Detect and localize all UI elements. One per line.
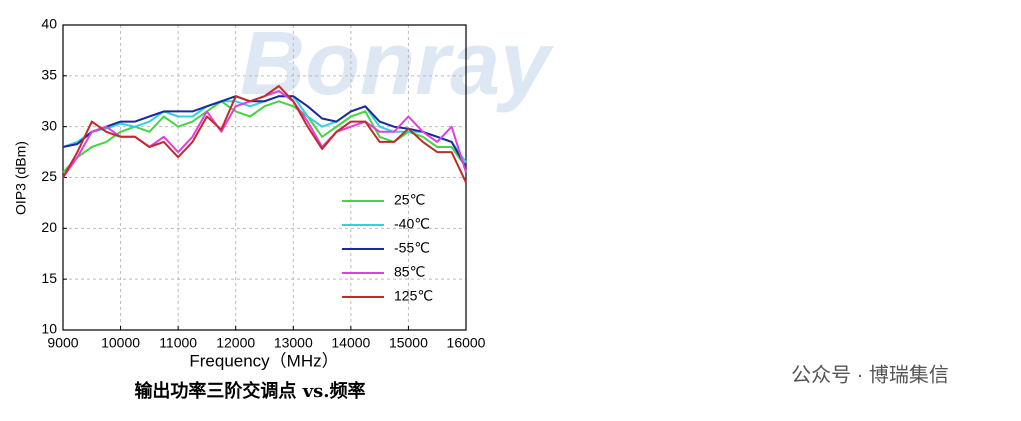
- x-tick-label: 14000: [331, 335, 370, 351]
- y-tick-label: 30: [41, 117, 57, 133]
- x-tick-label: 9000: [47, 335, 78, 351]
- x-tick-label: 13000: [274, 335, 313, 351]
- legend-label: -40℃: [394, 216, 430, 232]
- y-tick-label: 25: [41, 168, 57, 184]
- watermark: 公众号 · 博瑞集信: [791, 363, 949, 386]
- y-tick-label: 40: [41, 16, 57, 32]
- x-tick-label: 15000: [389, 335, 428, 351]
- y-tick-label: 15: [41, 270, 57, 286]
- legend-label: 25℃: [394, 192, 425, 208]
- y-tick-label: 10: [41, 321, 57, 337]
- series-line: [62, 85, 467, 184]
- x-tick-label: 10000: [101, 335, 140, 351]
- y-tick-label: 35: [41, 67, 57, 83]
- legend-label: 85℃: [394, 264, 425, 280]
- legend-label: 125℃: [394, 288, 433, 304]
- logo-watermark: Bonray: [240, 14, 554, 114]
- legend-label: -55℃: [394, 240, 430, 256]
- y-tick-label: 20: [41, 219, 57, 235]
- x-tick-label: 16000: [447, 335, 486, 351]
- x-axis-label: Frequency（MHz）: [189, 351, 338, 370]
- x-tick-label: 11000: [159, 335, 197, 351]
- x-tick-label: 12000: [216, 335, 255, 351]
- y-axis-label: OIP3 (dBm): [13, 141, 29, 215]
- caption: 输出功率三阶交调点 vs.频率: [134, 380, 365, 402]
